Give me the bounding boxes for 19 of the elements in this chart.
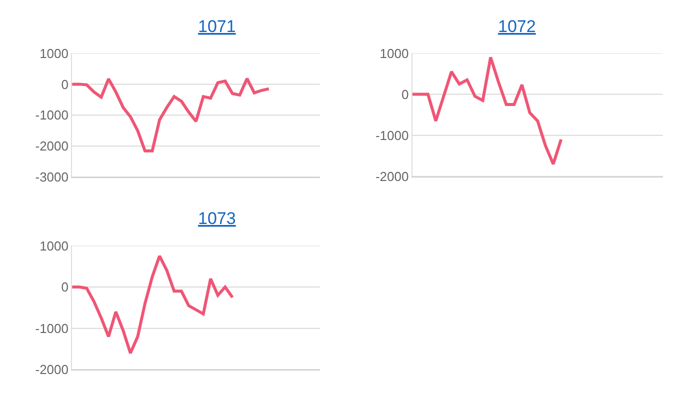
line-series — [412, 56, 563, 166]
line-series — [72, 77, 270, 152]
y-tick-label: -3000 — [35, 170, 68, 185]
y-tick-label: -2000 — [35, 362, 68, 378]
chart-title: 1071 — [198, 17, 236, 36]
y-tick-label: -1000 — [375, 128, 409, 143]
y-tick-label: -1000 — [35, 320, 68, 336]
y-tick-label: -2000 — [35, 138, 68, 154]
y-tick-label: -1000 — [35, 108, 68, 123]
y-tick-label: 0 — [61, 76, 68, 92]
chart-title: 1073 — [198, 209, 236, 228]
y-tick-label: 1000 — [380, 46, 409, 61]
chart-title: 1072 — [498, 17, 536, 36]
y-tick-label: 1000 — [40, 46, 68, 61]
y-tick-label: 0 — [401, 86, 409, 102]
line-series — [72, 254, 234, 355]
y-tick-label: -2000 — [375, 168, 409, 184]
y-tick-label: 0 — [61, 280, 68, 295]
y-tick-label: 1000 — [40, 238, 68, 254]
